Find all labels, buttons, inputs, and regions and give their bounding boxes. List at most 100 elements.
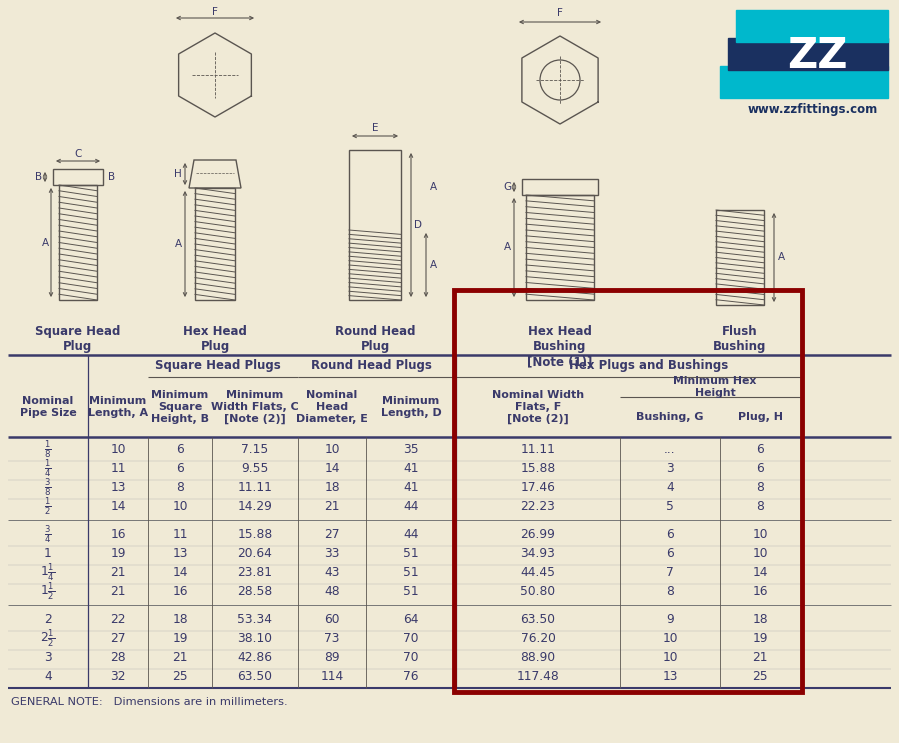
Text: Bushing, G: Bushing, G — [636, 412, 704, 422]
Text: 6: 6 — [666, 528, 674, 541]
Text: 38.10: 38.10 — [237, 632, 272, 645]
Text: 8: 8 — [666, 585, 674, 598]
Text: 10: 10 — [663, 651, 678, 664]
Text: $\mathregular{\frac{3}{8}}$: $\mathregular{\frac{3}{8}}$ — [44, 476, 52, 499]
Text: 6: 6 — [666, 547, 674, 560]
Text: A: A — [41, 238, 49, 247]
Text: 76: 76 — [404, 670, 419, 683]
Text: Minimum
Length, D: Minimum Length, D — [380, 396, 441, 418]
Text: 32: 32 — [111, 670, 126, 683]
Text: Hex Head
Bushing
[Note (1)]: Hex Head Bushing [Note (1)] — [528, 325, 592, 368]
Text: 14.29: 14.29 — [237, 500, 272, 513]
Text: GENERAL NOTE:   Dimensions are in millimeters.: GENERAL NOTE: Dimensions are in millimet… — [11, 697, 288, 707]
Text: 11: 11 — [173, 528, 188, 541]
Text: 18: 18 — [325, 481, 340, 494]
Text: 6: 6 — [756, 462, 764, 475]
Text: 2: 2 — [44, 613, 52, 626]
Text: Minimum
Length, A: Minimum Length, A — [88, 396, 148, 418]
Text: 10: 10 — [325, 443, 340, 456]
Text: $\mathregular{1\frac{1}{4}}$: $\mathregular{1\frac{1}{4}}$ — [40, 562, 56, 583]
Text: Round Head Plugs: Round Head Plugs — [311, 360, 432, 372]
Text: 26.99: 26.99 — [521, 528, 556, 541]
Text: Nominal
Head
Diameter, E: Nominal Head Diameter, E — [296, 390, 368, 424]
Bar — [728, 38, 888, 70]
Bar — [53, 169, 103, 185]
Text: 6: 6 — [176, 462, 184, 475]
Text: 15.88: 15.88 — [521, 462, 556, 475]
Text: 63.50: 63.50 — [521, 613, 556, 626]
Text: 19: 19 — [111, 547, 126, 560]
Text: 41: 41 — [404, 462, 419, 475]
Text: 21: 21 — [111, 585, 126, 598]
Text: 10: 10 — [752, 547, 768, 560]
Text: 4: 4 — [666, 481, 674, 494]
Text: Nominal Width
Flats, F
[Note (2)]: Nominal Width Flats, F [Note (2)] — [492, 390, 584, 424]
Text: 13: 13 — [173, 547, 188, 560]
Text: 5: 5 — [666, 500, 674, 513]
Bar — [195, 188, 235, 300]
Text: 27: 27 — [325, 528, 340, 541]
Text: 8: 8 — [176, 481, 184, 494]
Text: Square Head Plugs: Square Head Plugs — [155, 360, 280, 372]
Text: $\mathregular{1\frac{1}{2}}$: $\mathregular{1\frac{1}{2}}$ — [40, 580, 56, 603]
Text: 10: 10 — [752, 528, 768, 541]
Text: 13: 13 — [111, 481, 126, 494]
Text: 51: 51 — [403, 547, 419, 560]
Text: B: B — [108, 172, 115, 182]
Text: 21: 21 — [111, 566, 126, 579]
Text: 25: 25 — [752, 670, 768, 683]
Bar — [59, 185, 97, 300]
Text: 10: 10 — [663, 632, 678, 645]
Text: 50.80: 50.80 — [521, 585, 556, 598]
Text: Flush
Bushing: Flush Bushing — [713, 325, 767, 353]
Text: 28: 28 — [111, 651, 126, 664]
Text: 43: 43 — [325, 566, 340, 579]
Text: Plug, H: Plug, H — [737, 412, 782, 422]
Text: 23.81: 23.81 — [237, 566, 272, 579]
Text: 48: 48 — [325, 585, 340, 598]
Bar — [522, 179, 598, 195]
Text: 17.46: 17.46 — [521, 481, 556, 494]
Text: www.zzfittings.com: www.zzfittings.com — [747, 103, 877, 117]
Text: 88.90: 88.90 — [521, 651, 556, 664]
Text: 34.93: 34.93 — [521, 547, 556, 560]
Text: 6: 6 — [756, 443, 764, 456]
Text: 19: 19 — [752, 632, 768, 645]
Text: 51: 51 — [403, 585, 419, 598]
Text: $\mathregular{2\frac{1}{2}}$: $\mathregular{2\frac{1}{2}}$ — [40, 628, 56, 649]
Text: 11.11: 11.11 — [521, 443, 556, 456]
Text: A: A — [430, 183, 437, 192]
Text: $\mathregular{\frac{1}{4}}$: $\mathregular{\frac{1}{4}}$ — [44, 458, 52, 479]
Text: 114: 114 — [320, 670, 343, 683]
Text: Hex Head
Plug: Hex Head Plug — [183, 325, 247, 353]
Text: 18: 18 — [173, 613, 188, 626]
Text: 9: 9 — [666, 613, 674, 626]
Text: 8: 8 — [756, 481, 764, 494]
Text: Minimum
Square
Height, B: Minimum Square Height, B — [151, 390, 209, 424]
Text: 18: 18 — [752, 613, 768, 626]
Text: 64: 64 — [404, 613, 419, 626]
Text: 8: 8 — [756, 500, 764, 513]
Text: 10: 10 — [173, 500, 188, 513]
Text: ...: ... — [664, 443, 676, 456]
Text: 44: 44 — [404, 500, 419, 513]
Text: 21: 21 — [325, 500, 340, 513]
Text: 14: 14 — [111, 500, 126, 513]
Text: 9.55: 9.55 — [241, 462, 269, 475]
Text: G: G — [503, 182, 511, 192]
Text: 73: 73 — [325, 632, 340, 645]
Text: 3: 3 — [44, 651, 52, 664]
Bar — [720, 66, 888, 98]
Text: $\mathregular{\frac{1}{8}}$: $\mathregular{\frac{1}{8}}$ — [44, 438, 52, 461]
Text: 10: 10 — [111, 443, 126, 456]
Text: 89: 89 — [325, 651, 340, 664]
Text: Nominal
Pipe Size: Nominal Pipe Size — [20, 396, 76, 418]
Text: 6: 6 — [176, 443, 184, 456]
Text: Minimum
Width Flats, C
[Note (2)]: Minimum Width Flats, C [Note (2)] — [211, 390, 298, 424]
Text: 44: 44 — [404, 528, 419, 541]
Text: 16: 16 — [752, 585, 768, 598]
Text: $\mathregular{\frac{3}{4}}$: $\mathregular{\frac{3}{4}}$ — [44, 524, 52, 545]
Text: 4: 4 — [44, 670, 52, 683]
Text: 19: 19 — [173, 632, 188, 645]
Text: A: A — [778, 253, 785, 262]
